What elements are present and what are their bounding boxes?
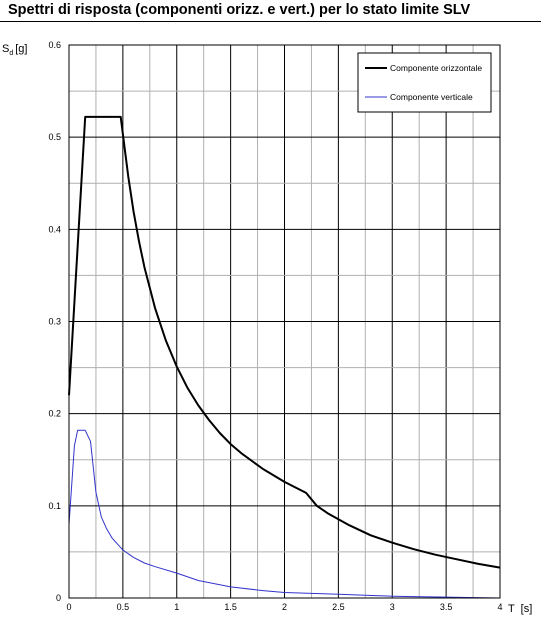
- y-axis-title: Sd [g]: [2, 43, 27, 57]
- x-tick-label: 2: [282, 602, 287, 612]
- chart-title: Spettri di risposta (componenti orizz. e…: [8, 2, 471, 18]
- grid-lines: [69, 45, 500, 598]
- y-tick-label: 0.3: [48, 317, 61, 327]
- y-tick-labels: 0 0.1 0.2 0.3 0.4 0.5 0.6: [48, 40, 61, 603]
- x-tick-label: 0.5: [117, 602, 130, 612]
- y-tick-label: 0.4: [48, 224, 61, 234]
- legend: Componente orizzontale Componente vertic…: [357, 52, 492, 113]
- series-line-vertical: [68, 429, 501, 599]
- y-tick-label: 0.5: [48, 132, 61, 142]
- y-tick-label: 0.2: [48, 409, 61, 419]
- x-axis-title: T [s]: [508, 603, 532, 615]
- x-tick-label: 1: [174, 602, 179, 612]
- y-axis-symbol: S: [2, 43, 9, 55]
- x-tick-label: 2.5: [332, 602, 345, 612]
- x-tick-label: 4: [497, 602, 502, 612]
- plot-area-frame: [68, 44, 501, 599]
- series-group: [68, 115, 501, 599]
- y-tick-label: 0.1: [48, 501, 61, 511]
- legend-label-vertical: Componente verticale: [390, 92, 473, 102]
- title-underline: [0, 21, 541, 22]
- y-tick-label: 0: [56, 593, 61, 603]
- y-axis-unit: [g]: [15, 43, 27, 55]
- y-axis-subscript: d: [9, 50, 13, 57]
- legend-box: [357, 52, 492, 113]
- x-tick-label: 3.5: [440, 602, 453, 612]
- legend-label-horizontal: Componente orizzontale: [390, 63, 482, 73]
- x-tick-label: 0: [66, 602, 71, 612]
- x-tick-label: 3: [390, 602, 395, 612]
- series-line-horizontal: [68, 115, 501, 569]
- y-tick-label: 0.6: [48, 40, 61, 50]
- x-tick-label: 1.5: [224, 602, 237, 612]
- x-tick-labels: 0 0.5 1 1.5 2 2.5 3 3.5 4: [66, 602, 502, 612]
